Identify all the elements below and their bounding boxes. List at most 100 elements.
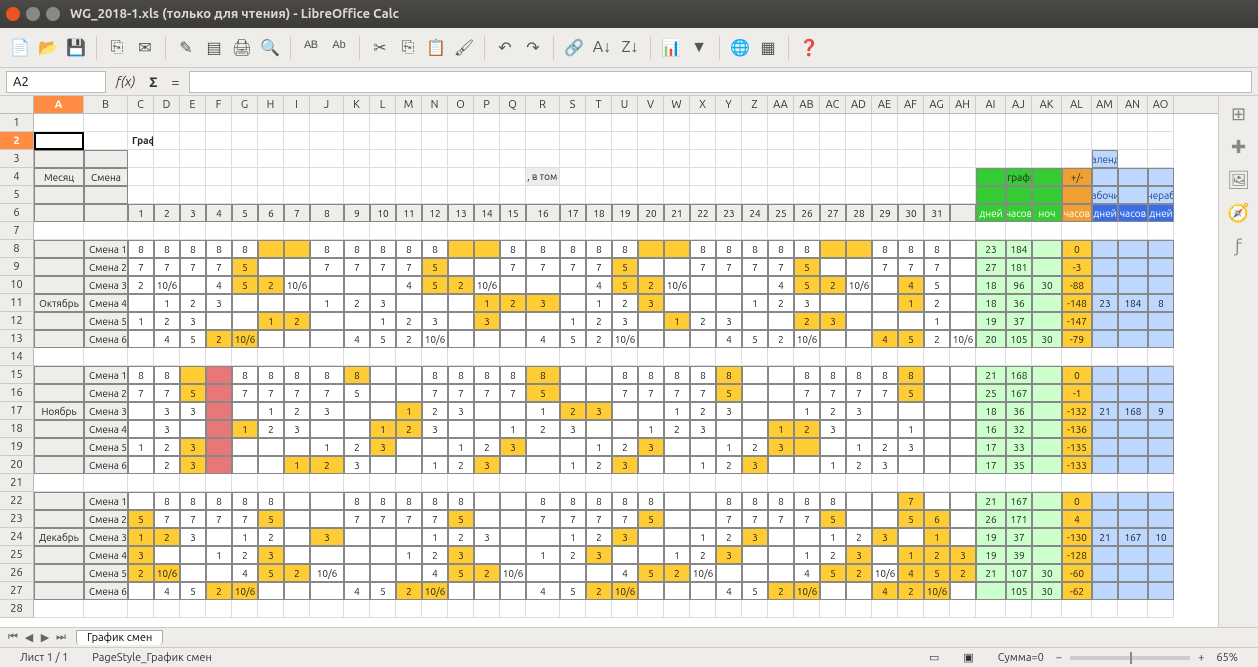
- cell[interactable]: 3: [370, 438, 396, 456]
- column-header[interactable]: AE: [872, 96, 898, 113]
- cell[interactable]: [128, 330, 154, 348]
- cell[interactable]: [84, 132, 128, 150]
- cell[interactable]: [1148, 258, 1174, 276]
- cell[interactable]: 5: [612, 276, 638, 294]
- cell[interactable]: 29: [872, 204, 898, 222]
- cell[interactable]: [690, 474, 716, 492]
- row-header[interactable]: 5: [0, 186, 34, 204]
- cell[interactable]: 3: [742, 528, 768, 546]
- cell[interactable]: 1: [794, 546, 820, 564]
- cell[interactable]: [820, 348, 846, 366]
- cell[interactable]: [638, 150, 664, 168]
- cell[interactable]: 8: [284, 366, 310, 384]
- cell[interactable]: [1092, 600, 1118, 618]
- cell[interactable]: [526, 564, 560, 582]
- cell[interactable]: 107: [1006, 564, 1032, 582]
- cell[interactable]: [560, 276, 586, 294]
- tab-first-icon[interactable]: ⏮: [6, 631, 20, 644]
- cell[interactable]: 8: [422, 240, 448, 258]
- cell[interactable]: [898, 114, 924, 132]
- cell[interactable]: [768, 600, 794, 618]
- cell[interactable]: 7: [206, 510, 232, 528]
- cell[interactable]: [232, 132, 258, 150]
- cell[interactable]: 5: [560, 582, 586, 600]
- cell[interactable]: [768, 312, 794, 330]
- cell[interactable]: Смена 3: [84, 528, 128, 546]
- redo-icon[interactable]: ↷: [521, 36, 545, 60]
- cell[interactable]: 5: [526, 384, 560, 402]
- row-header[interactable]: 3: [0, 150, 34, 168]
- cell[interactable]: [1118, 438, 1148, 456]
- cell[interactable]: 10/6: [422, 330, 448, 348]
- cell[interactable]: 3: [638, 294, 664, 312]
- cell[interactable]: [742, 222, 768, 240]
- cell[interactable]: 4: [586, 276, 612, 294]
- cell[interactable]: [284, 294, 310, 312]
- cell-reference-box[interactable]: A2: [6, 71, 106, 93]
- cell[interactable]: [232, 312, 258, 330]
- cell[interactable]: 8: [638, 492, 664, 510]
- cell[interactable]: 7: [180, 510, 206, 528]
- cell[interactable]: 2: [690, 312, 716, 330]
- cell[interactable]: [34, 366, 84, 384]
- cell[interactable]: [34, 492, 84, 510]
- cell[interactable]: 2: [586, 330, 612, 348]
- cell[interactable]: [612, 420, 638, 438]
- cell[interactable]: 8: [1148, 294, 1174, 312]
- cell[interactable]: Смена 2: [84, 384, 128, 402]
- cell[interactable]: [1092, 114, 1118, 132]
- cell[interactable]: [258, 168, 284, 186]
- cell[interactable]: [664, 168, 690, 186]
- cell[interactable]: Смена 5: [84, 312, 128, 330]
- cell[interactable]: 8: [344, 366, 370, 384]
- cell[interactable]: [664, 474, 690, 492]
- cell[interactable]: [396, 528, 422, 546]
- cell[interactable]: [448, 186, 474, 204]
- cell[interactable]: Смена 6: [84, 582, 128, 600]
- cell[interactable]: [1092, 474, 1118, 492]
- cell[interactable]: +/-: [1062, 168, 1092, 186]
- cell[interactable]: 7: [128, 384, 154, 402]
- cell[interactable]: 8: [690, 366, 716, 384]
- cell[interactable]: [898, 150, 924, 168]
- cell[interactable]: [500, 168, 526, 186]
- cell[interactable]: [638, 168, 664, 186]
- column-header[interactable]: AA: [768, 96, 794, 113]
- cell[interactable]: [344, 420, 370, 438]
- cell[interactable]: 3: [180, 456, 206, 474]
- cell[interactable]: 7: [154, 258, 180, 276]
- cell[interactable]: [716, 186, 742, 204]
- cell[interactable]: 12: [422, 204, 448, 222]
- cell[interactable]: [898, 312, 924, 330]
- cell[interactable]: 1: [560, 456, 586, 474]
- cell[interactable]: [370, 474, 396, 492]
- cell[interactable]: [1148, 582, 1174, 600]
- cell[interactable]: 10/6: [612, 582, 638, 600]
- cell[interactable]: [950, 114, 976, 132]
- cell[interactable]: [84, 114, 128, 132]
- cell[interactable]: часов: [1062, 204, 1092, 222]
- cell[interactable]: 7: [422, 510, 448, 528]
- cell[interactable]: Смена 2: [84, 258, 128, 276]
- cell[interactable]: 17: [560, 204, 586, 222]
- cell[interactable]: 8: [154, 240, 180, 258]
- row-header[interactable]: 20: [0, 456, 34, 474]
- cell[interactable]: 19: [976, 528, 1006, 546]
- cell[interactable]: [474, 420, 500, 438]
- cell[interactable]: 18: [976, 276, 1006, 294]
- cell[interactable]: -147: [1062, 312, 1092, 330]
- cell[interactable]: 7: [500, 258, 526, 276]
- cell[interactable]: 2: [820, 276, 846, 294]
- cell[interactable]: 8: [370, 492, 396, 510]
- cell[interactable]: 3: [716, 312, 742, 330]
- cell[interactable]: [846, 510, 872, 528]
- cell[interactable]: [310, 132, 344, 150]
- cell[interactable]: [976, 582, 1006, 600]
- cell[interactable]: 7: [768, 258, 794, 276]
- cell[interactable]: [474, 240, 500, 258]
- cell[interactable]: Октябрь: [34, 294, 84, 312]
- cell[interactable]: 8: [422, 492, 448, 510]
- cell[interactable]: [154, 474, 180, 492]
- cell[interactable]: 18: [976, 402, 1006, 420]
- cell[interactable]: [976, 186, 1006, 204]
